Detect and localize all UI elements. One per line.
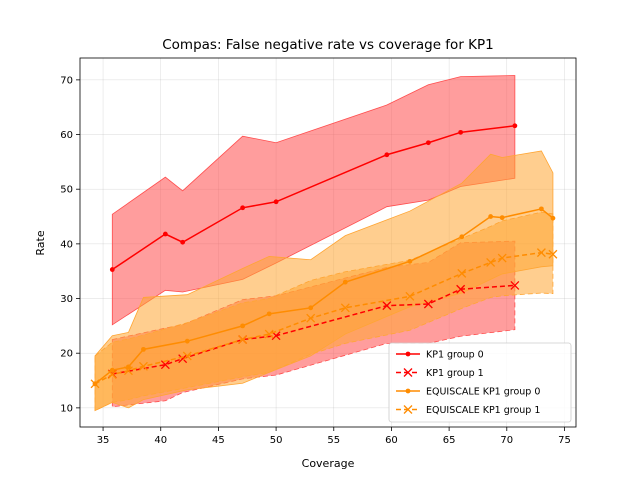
data-point [160,360,170,370]
data-point [497,253,507,263]
data-point [457,268,467,278]
x-tick-label: 35 [97,435,110,446]
data-point [423,299,433,309]
y-tick-label: 30 [60,294,73,305]
data-point [90,379,100,389]
data-point [510,280,520,290]
x-tick-label: 70 [500,435,513,446]
data-point [184,338,190,344]
data-point [384,152,390,158]
data-point [425,140,431,146]
data-point [126,364,131,370]
data-point [306,313,316,323]
data-point [458,129,464,135]
axis-ticks: 35 40 45 50 55 60 65 70 75 10 20 30 40 50 60 70 [60,75,571,446]
y-tick-label: 50 [60,185,73,196]
plot-frame [79,57,577,428]
y-tick-label: 10 [60,403,73,414]
x-axis-title: Coverage [302,457,355,470]
data-point [342,279,348,285]
data-point [459,234,465,240]
data-point [182,351,192,361]
data-point [405,291,415,301]
data-point [486,257,496,267]
data-point [238,335,248,344]
data-point [382,301,392,311]
y-tick-label: 60 [60,130,73,141]
data-point [180,239,186,245]
data-point [456,284,466,294]
data-point [512,123,518,129]
legend-marker [403,405,413,414]
data-point [266,311,272,317]
x-tick-label: 55 [327,435,340,446]
data-point [499,215,505,221]
legend-marker [405,351,411,357]
data-point [141,346,146,352]
data-point [162,231,168,237]
x-tick-label: 75 [558,435,571,446]
data-point [178,354,188,364]
legend-label: KP1 group 0 [426,350,484,361]
y-tick-label: 40 [60,239,73,250]
y-axis-title: Rate [34,230,47,255]
data-point [123,366,133,376]
series-band-3 [94,211,554,412]
data-point [273,199,279,205]
data-point [488,214,494,219]
data-point [107,370,117,379]
data-point [536,248,546,258]
legend-marker [405,388,411,394]
data-point [138,361,148,371]
legend-marker [403,368,413,377]
legend-label: EQUISCALE KP1 group 0 [426,387,540,398]
series-lines [90,123,558,389]
data-point [550,215,556,221]
legend-label: KP1 group 1 [426,368,484,379]
x-tick-label: 50 [270,435,283,446]
data-point [538,206,544,212]
data-point [240,323,246,329]
y-tick-label: 70 [60,75,73,86]
data-point [109,267,115,272]
legend-box [388,342,572,423]
data-point [240,205,246,211]
x-tick-label: 60 [385,435,398,446]
x-tick-label: 45 [212,435,225,446]
data-point [407,258,413,264]
data-point [548,249,558,259]
legend-label: EQUISCALE KP1 group 1 [426,405,540,416]
data-point [264,329,274,339]
legend: KP1 group 0 KP1 group 1 EQUISCALE KP1 grou… [388,342,572,423]
data-point [340,303,350,313]
x-tick-label: 40 [154,435,167,446]
data-point [308,305,314,311]
confidence-bands [94,75,554,412]
x-tick-label: 65 [443,435,456,446]
chart-title: Compas: False negative rate vs coverage … [162,37,494,53]
y-tick-label: 20 [60,349,73,360]
data-point [109,367,115,373]
